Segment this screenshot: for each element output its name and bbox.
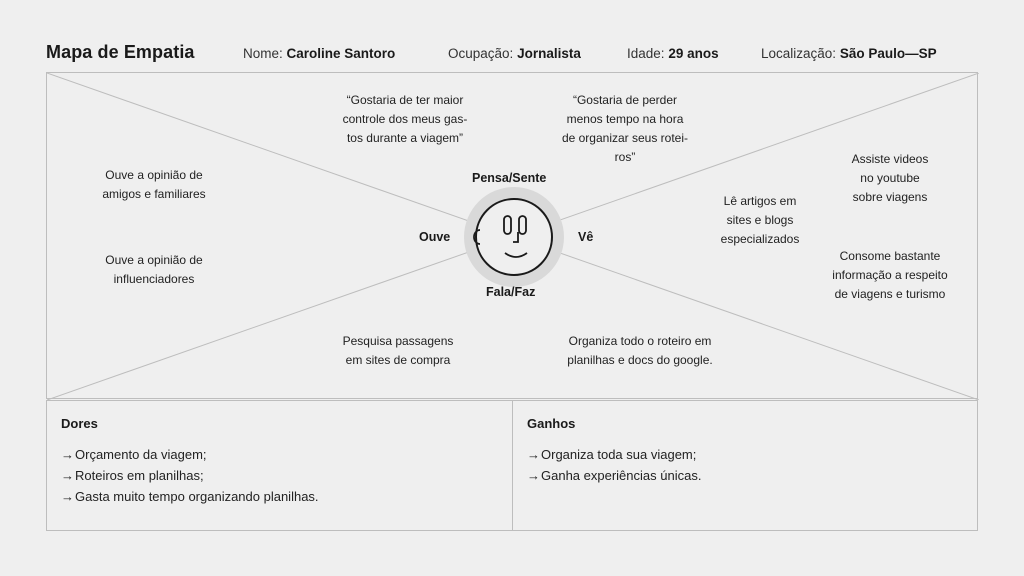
arrow-right-icon: → xyxy=(527,468,540,483)
dores-item-text: Roteiros em planilhas; xyxy=(75,468,204,483)
page-title: Mapa de Empatia xyxy=(46,42,195,62)
persona-location: Localização: São Paulo—SP xyxy=(761,46,937,61)
name-label: Nome: xyxy=(243,46,283,61)
ve-note: Consome bastante informação a respeito d… xyxy=(832,249,948,301)
ganhos-title: Ganhos xyxy=(527,416,576,431)
empathy-map-board xyxy=(46,72,979,400)
arrow-right-icon: → xyxy=(61,447,74,462)
arrow-right-icon: → xyxy=(61,468,74,483)
label-ouve: Ouve xyxy=(419,230,451,244)
ve-note: Assiste videos no youtube sobre viagens xyxy=(851,152,929,204)
list-item: →Ganha experiências únicas. xyxy=(527,465,701,486)
list-item: →Gasta muito tempo organizando planilhas… xyxy=(61,486,319,507)
face-icon xyxy=(464,187,564,287)
ganhos-list: →Organiza toda sua viagem; →Ganha experi… xyxy=(527,444,701,486)
ganhos-item-text: Ganha experiências únicas. xyxy=(541,468,702,483)
diagonal-lines xyxy=(47,73,979,400)
persona-occupation: Ocupação: Jornalista xyxy=(448,46,581,61)
list-item: →Organiza toda sua viagem; xyxy=(527,444,701,465)
list-item: →Orçamento da viagem; xyxy=(61,444,319,465)
arrow-right-icon: → xyxy=(61,489,74,504)
occupation-label: Ocupação: xyxy=(448,46,514,61)
list-item: →Roteiros em planilhas; xyxy=(61,465,319,486)
name-value: Caroline Santoro xyxy=(286,46,396,61)
fala-faz-note: Pesquisa passagens em sites de compra xyxy=(342,334,454,367)
dores-list: →Orçamento da viagem; →Roteiros em plani… xyxy=(61,444,319,507)
arrow-right-icon: → xyxy=(527,447,540,462)
persona-age: Idade: 29 anos xyxy=(627,46,719,61)
label-pensa-sente: Pensa/Sente xyxy=(472,171,547,185)
persona-name: Nome: Caroline Santoro xyxy=(243,46,395,61)
age-label: Idade: xyxy=(627,46,665,61)
location-label: Localização: xyxy=(761,46,837,61)
location-value: São Paulo—SP xyxy=(839,46,937,61)
pensa-sente-note: “Gostaria de perder menos tempo na hora … xyxy=(561,93,689,164)
occupation-value: Jornalista xyxy=(517,46,581,61)
ganhos-item-text: Organiza toda sua viagem; xyxy=(541,447,697,462)
ve-note: Lê artigos em sites e blogs especializad… xyxy=(720,194,800,246)
dores-item-text: Orçamento da viagem; xyxy=(75,447,207,462)
ganhos-panel: Ganhos →Organiza toda sua viagem; →Ganha… xyxy=(512,400,978,531)
age-value: 29 anos xyxy=(668,46,719,61)
dores-panel: Dores →Orçamento da viagem; →Roteiros em… xyxy=(46,400,513,531)
pensa-sente-note: “Gostaria de ter maior controle dos meus… xyxy=(342,93,468,145)
label-fala-faz: Fala/Faz xyxy=(486,285,536,299)
dores-item-text: Gasta muito tempo organizando planilhas. xyxy=(75,489,319,504)
ouve-note: Ouve a opinião de influenciadores xyxy=(105,253,203,286)
label-ve: Vê xyxy=(578,230,594,244)
fala-faz-note: Organiza todo o roteiro em planilhas e d… xyxy=(567,334,713,367)
ouve-note: Ouve a opinião de amigos e familiares xyxy=(102,168,206,201)
dores-title: Dores xyxy=(61,416,98,431)
